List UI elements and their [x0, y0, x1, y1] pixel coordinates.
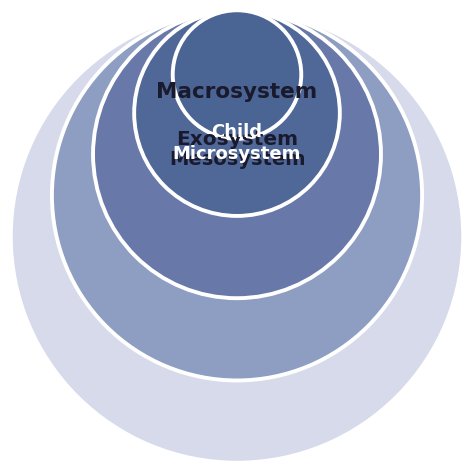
Circle shape [11, 10, 463, 463]
Circle shape [52, 10, 422, 380]
Circle shape [173, 10, 301, 139]
Circle shape [134, 10, 340, 216]
Text: Microsystem: Microsystem [173, 145, 301, 163]
Circle shape [93, 10, 381, 298]
Text: Child: Child [211, 123, 263, 141]
Text: Mesosystem: Mesosystem [169, 150, 305, 169]
Text: Exosystem: Exosystem [176, 131, 298, 149]
Text: Macrosystem: Macrosystem [156, 82, 318, 102]
